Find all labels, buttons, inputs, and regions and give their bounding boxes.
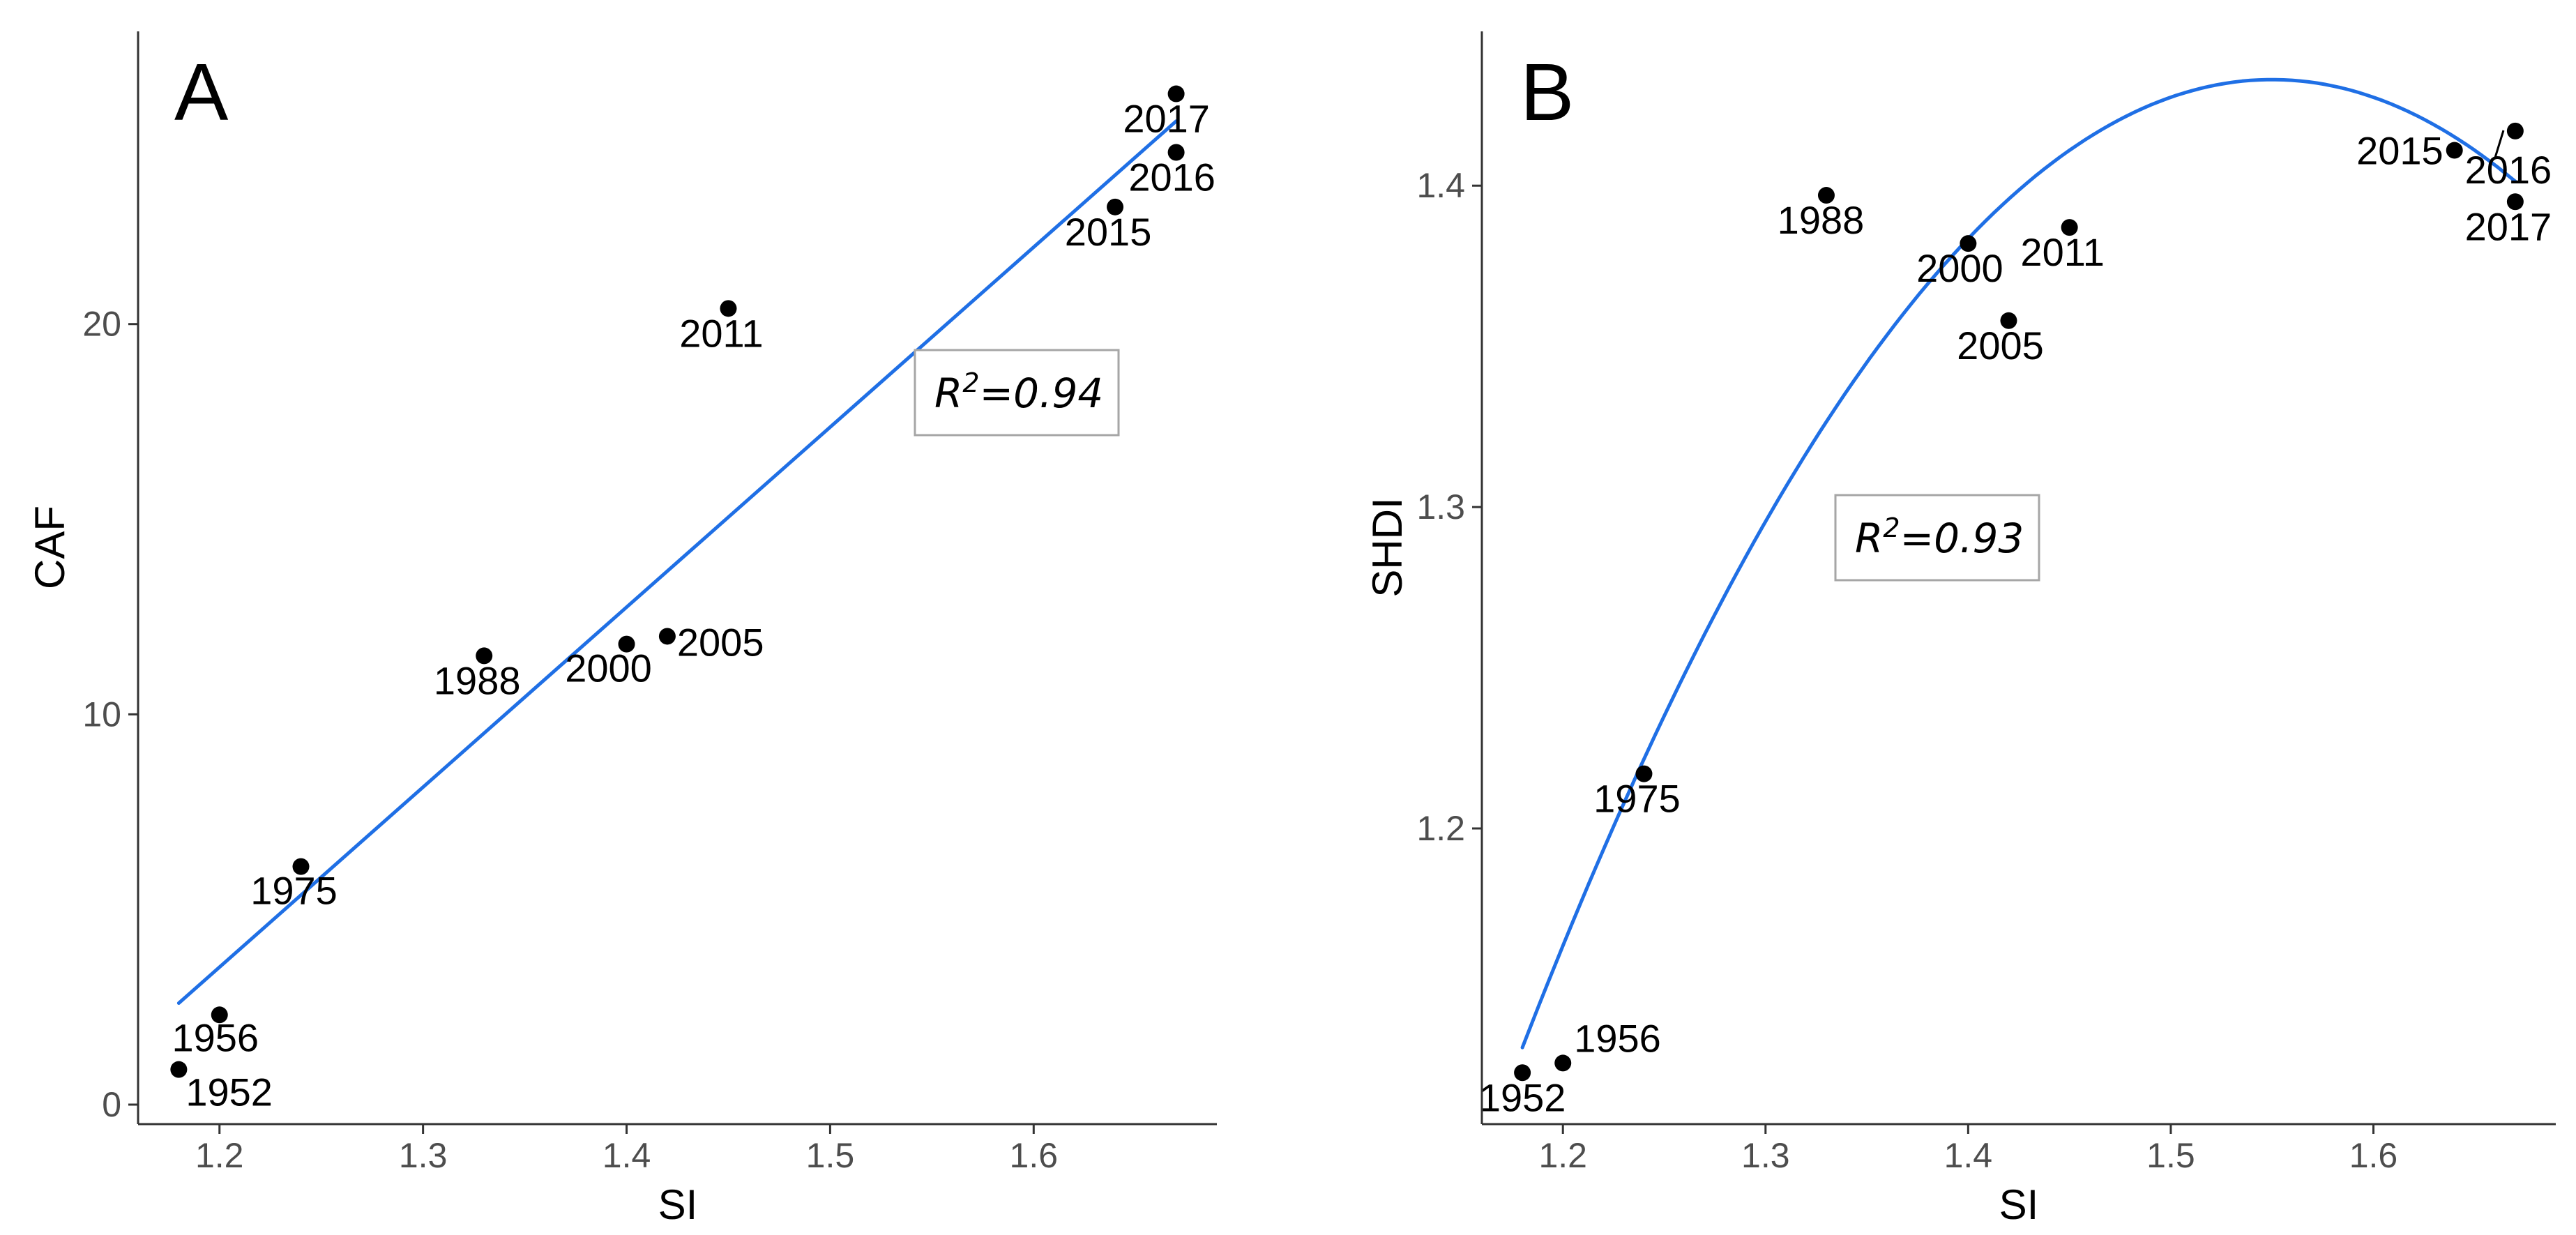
x-axis-title-a: SI [658, 1181, 698, 1228]
r2-annotation: R2=0.94 [934, 368, 1103, 417]
point-label-2017: 2017 [2465, 204, 2552, 248]
x-tick-label: 1.5 [806, 1136, 855, 1175]
data-point-2000 [1960, 235, 1977, 252]
point-label-2000: 2000 [565, 646, 652, 690]
point-label-1988: 1988 [1778, 198, 1865, 242]
x-tick-label: 1.3 [399, 1136, 448, 1175]
x-tick-label: 1.3 [1741, 1136, 1790, 1175]
data-point-2016 [1167, 144, 1185, 161]
data-point-2015 [1107, 198, 1124, 215]
fit-line-layer [176, 119, 1179, 1006]
point-label-2015: 2015 [2356, 129, 2444, 173]
data-points-layer [170, 85, 1185, 1078]
point-label-1952: 1952 [1479, 1075, 1566, 1119]
r2-annotation-box [1834, 494, 2040, 582]
fit-curve [1520, 77, 2517, 1050]
axes-layer: 1.2 1.3 1.4 1.5 1.6 0 10 20 [82, 31, 1217, 1175]
panel-label-b: B [1520, 47, 1574, 137]
point-label-2015: 2015 [1065, 210, 1152, 254]
data-point-2017 [2506, 193, 2524, 211]
x-axis-title-b: SI [1999, 1181, 2039, 1228]
y-tick-label: 10 [82, 695, 121, 734]
x-tick-label: 1.4 [1944, 1136, 1993, 1175]
data-point-2011 [2061, 219, 2078, 236]
data-point-1988 [476, 647, 493, 665]
point-label-1956: 1956 [172, 1015, 259, 1059]
data-point-2016 [2506, 122, 2524, 139]
data-points-layer [1514, 122, 2524, 1082]
x-tick-label: 1.5 [2146, 1136, 2195, 1175]
point-label-2005: 2005 [1957, 324, 2044, 368]
data-point-1975 [292, 858, 310, 875]
data-point-1956 [1554, 1054, 1572, 1072]
data-point-1956 [211, 1006, 228, 1024]
point-label-2017: 2017 [1123, 97, 1210, 141]
y-tick-label: 1.3 [1416, 487, 1465, 526]
data-point-1952 [1514, 1064, 1531, 1082]
y-tick-label: 0 [102, 1085, 121, 1124]
point-label-1988: 1988 [434, 658, 521, 702]
fit-curve-layer [1520, 77, 2517, 1050]
data-point-2017 [1167, 85, 1185, 103]
point-label-2016: 2016 [2465, 148, 2552, 192]
y-axis-title-a: CAF [26, 506, 73, 589]
data-point-1952 [170, 1061, 188, 1078]
panel-label-a: A [174, 47, 229, 137]
point-label-1975: 1975 [250, 869, 338, 913]
x-tick-label: 1.4 [603, 1136, 651, 1175]
data-point-2015 [2446, 142, 2463, 159]
label-leader-line [2494, 130, 2505, 158]
chart-panel-a: A 1952 1956 1975 1988 2000 2005 2011 2015 2016 20… [26, 31, 1217, 1228]
data-point-2011 [720, 300, 737, 317]
y-tick-label: 20 [82, 305, 121, 344]
x-tick-label: 1.2 [195, 1136, 244, 1175]
y-tick-label: 1.2 [1416, 809, 1465, 848]
point-label-2016: 2016 [1128, 155, 1215, 199]
data-point-2000 [618, 635, 635, 653]
data-point-2005 [2000, 312, 2017, 329]
y-axis-title-b: SHDI [1364, 497, 1411, 597]
axes-layer: 1.2 1.3 1.4 1.5 1.6 1.2 1.3 1.4 [1416, 31, 2556, 1175]
x-tick-label: 1.2 [1538, 1136, 1587, 1175]
r2-annotation: R2=0.93 [1855, 513, 2024, 562]
point-label-2011: 2011 [679, 311, 763, 355]
data-point-1975 [1635, 765, 1653, 782]
x-tick-label: 1.6 [2349, 1136, 2398, 1175]
r2-annotation-box [914, 349, 1120, 437]
x-tick-label: 1.6 [1010, 1136, 1059, 1175]
point-label-1956: 1956 [1574, 1016, 1661, 1060]
point-label-1952: 1952 [185, 1070, 273, 1114]
point-label-2000: 2000 [1916, 246, 2003, 290]
data-point-1988 [1817, 187, 1835, 204]
y-tick-label: 1.4 [1416, 166, 1465, 205]
data-point-2005 [658, 628, 676, 645]
point-labels-layer: 1952 1956 1975 1988 2000 2005 2011 2015 2016 2017 [172, 97, 1215, 1114]
point-label-2005: 2005 [677, 620, 764, 664]
point-label-2011: 2011 [2020, 230, 2104, 274]
fit-line [176, 119, 1179, 1006]
point-label-1975: 1975 [1593, 777, 1681, 821]
